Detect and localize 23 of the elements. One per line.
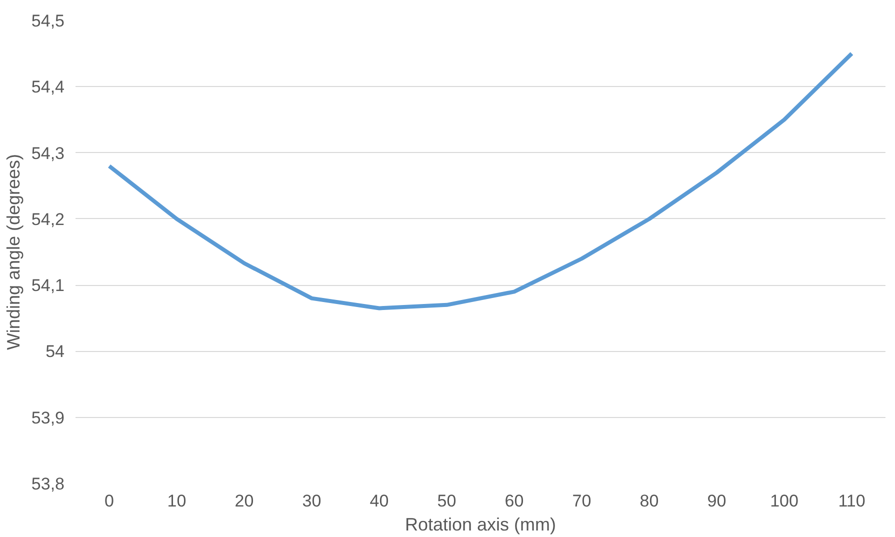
y-axis-title: Winding angle (degrees) <box>3 154 24 350</box>
y-tick-label: 54 <box>46 342 65 362</box>
y-tick-label: 54,5 <box>31 12 65 30</box>
y-tick-label: 54,1 <box>31 276 65 296</box>
x-tick-label: 70 <box>572 492 592 510</box>
y-tick-label: 54,3 <box>31 144 65 163</box>
y-tick-label: 54,2 <box>31 210 65 229</box>
x-tick-label: 80 <box>640 492 659 510</box>
x-tick-label: 100 <box>770 492 798 510</box>
x-tick-label: 0 <box>104 492 114 510</box>
x-tick-label: 30 <box>302 492 322 510</box>
y-tick-label: 53,8 <box>31 474 65 494</box>
x-axis-title: Rotation axis (mm) <box>404 514 556 534</box>
x-tick-label: 90 <box>707 492 726 510</box>
x-tick-label: 50 <box>437 492 456 510</box>
x-tick-label: 20 <box>234 492 254 510</box>
x-tick-label: 60 <box>504 492 524 510</box>
y-tick-label: 53,9 <box>31 408 65 428</box>
x-tick-label: 110 <box>838 492 866 510</box>
x-tick-label: 40 <box>370 492 389 510</box>
y-tick-label: 54,4 <box>31 78 65 97</box>
x-tick-label: 10 <box>167 492 186 510</box>
line-series <box>107 52 854 310</box>
